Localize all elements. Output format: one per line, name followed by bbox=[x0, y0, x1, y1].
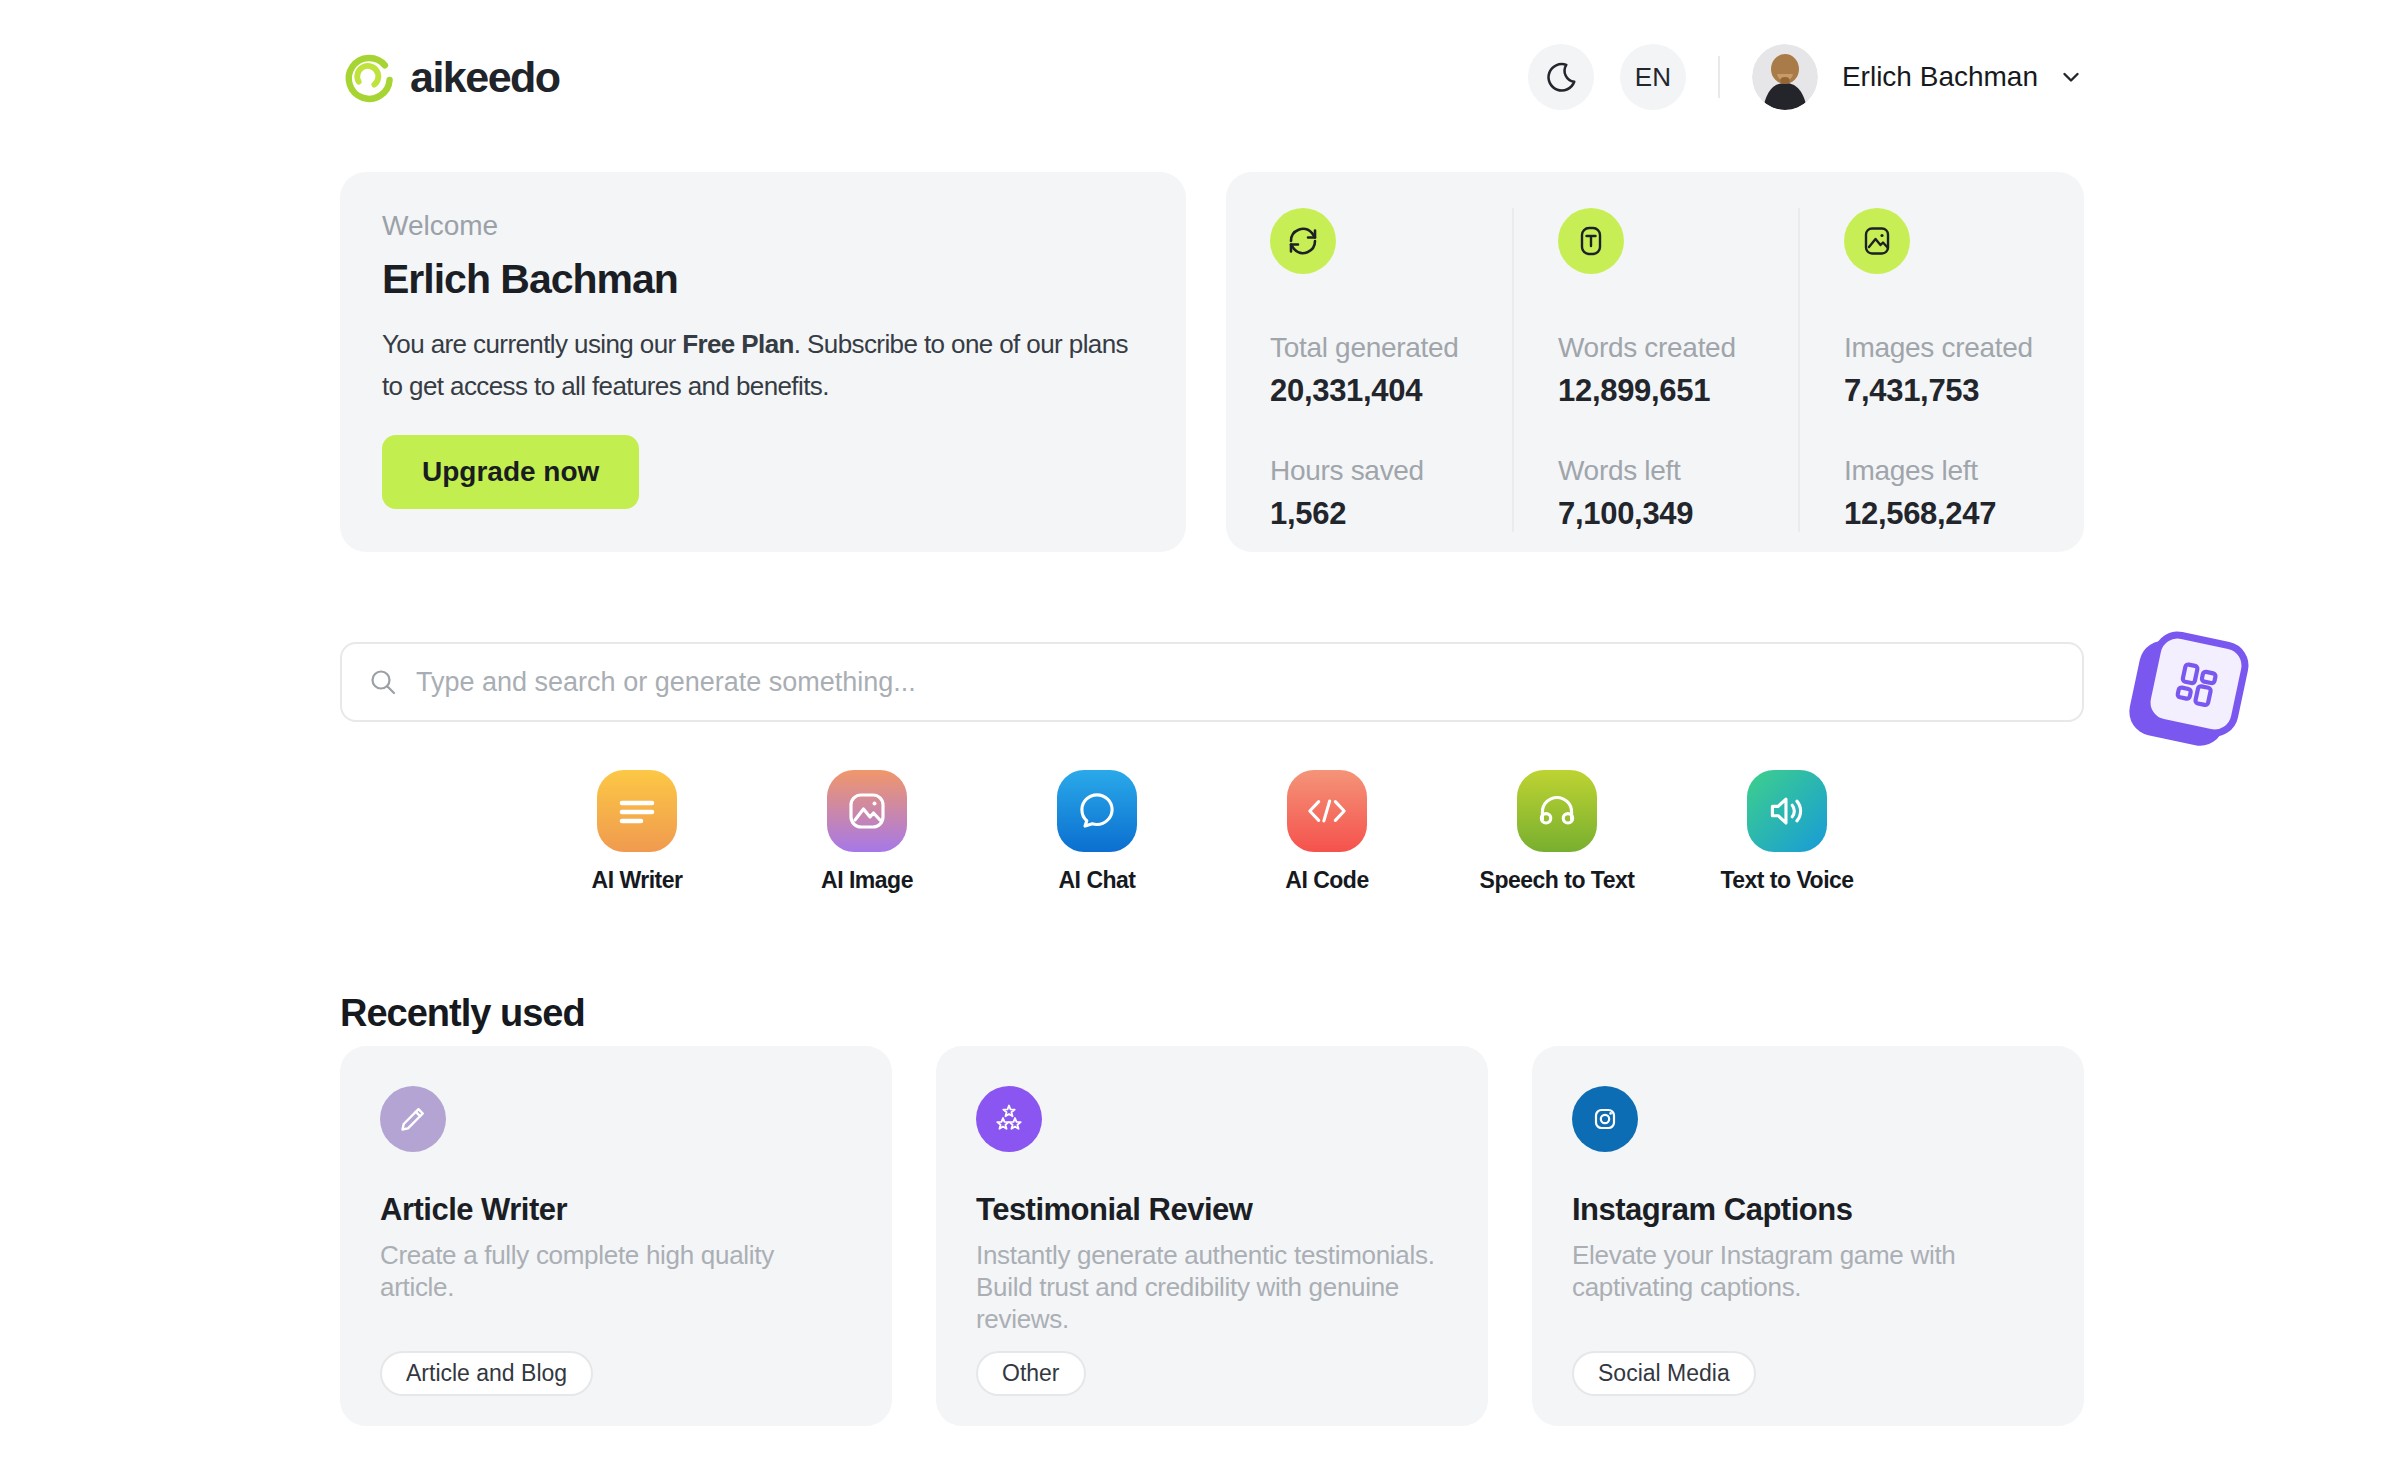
search-icon bbox=[368, 667, 398, 697]
language-button[interactable]: EN bbox=[1620, 44, 1686, 110]
tool-label: AI Code bbox=[1285, 867, 1368, 894]
chevron-down-icon bbox=[2058, 64, 2084, 90]
stat-value: 1,562 bbox=[1270, 496, 1512, 532]
logo[interactable]: aikeedo bbox=[340, 49, 560, 105]
welcome-user-name: Erlich Bachman bbox=[382, 256, 1144, 303]
search-bar bbox=[340, 642, 2084, 722]
plan-name: Free Plan bbox=[682, 329, 794, 359]
stats-card: Total generated 20,331,404 Hours saved 1… bbox=[1226, 172, 2084, 552]
stat-words: Words created 12,899,651 Words left 7,10… bbox=[1512, 208, 1798, 532]
tool-label: Text to Voice bbox=[1720, 867, 1853, 894]
main-content: Welcome Erlich Bachman You are currently… bbox=[340, 172, 2084, 1426]
text-icon bbox=[1558, 208, 1624, 274]
plan-text: You are currently using our Free Plan. S… bbox=[382, 323, 1144, 407]
welcome-greeting: Welcome bbox=[382, 210, 1144, 242]
card-description: Elevate your Instagram game with captiva… bbox=[1572, 1240, 2042, 1304]
stat-label: Words left bbox=[1558, 455, 1798, 487]
card-article-writer[interactable]: Article Writer Create a fully complete h… bbox=[340, 1046, 892, 1426]
card-title: Instagram Captions bbox=[1572, 1192, 2044, 1228]
user-name: Erlich Bachman bbox=[1842, 61, 2038, 93]
moon-icon bbox=[1543, 59, 1579, 95]
instagram-icon bbox=[1572, 1086, 1638, 1152]
user-menu[interactable]: Erlich Bachman bbox=[1752, 44, 2084, 110]
stat-label: Hours saved bbox=[1270, 455, 1512, 487]
stat-value: 20,331,404 bbox=[1270, 373, 1512, 409]
recent-cards: Article Writer Create a fully complete h… bbox=[340, 1046, 2084, 1426]
writer-icon bbox=[597, 770, 677, 852]
recently-used-title: Recently used bbox=[340, 994, 2084, 1032]
card-title: Article Writer bbox=[380, 1192, 852, 1228]
stat-label: Images created bbox=[1844, 332, 2084, 364]
headphones-icon bbox=[1517, 770, 1597, 852]
stat-label: Total generated bbox=[1270, 332, 1512, 364]
stat-label: Images left bbox=[1844, 455, 2084, 487]
top-bar: aikeedo EN bbox=[340, 42, 2084, 112]
upgrade-button[interactable]: Upgrade now bbox=[382, 435, 639, 509]
header-actions: EN Erlich Bachman bbox=[1528, 44, 2084, 110]
card-tag: Social Media bbox=[1572, 1351, 1756, 1396]
stat-value: 7,431,753 bbox=[1844, 373, 2084, 409]
stat-value: 12,568,247 bbox=[1844, 496, 2084, 532]
welcome-card: Welcome Erlich Bachman You are currently… bbox=[340, 172, 1186, 552]
search-section bbox=[340, 642, 2084, 722]
tool-label: Speech to Text bbox=[1480, 867, 1635, 894]
speaker-icon bbox=[1747, 770, 1827, 852]
chat-icon bbox=[1057, 770, 1137, 852]
avatar bbox=[1752, 44, 1818, 110]
apps-sticker[interactable] bbox=[2139, 627, 2253, 741]
card-description: Create a fully complete high quality art… bbox=[380, 1240, 850, 1304]
stat-label: Words created bbox=[1558, 332, 1798, 364]
card-title: Testimonial Review bbox=[976, 1192, 1448, 1228]
pencil-icon bbox=[380, 1086, 446, 1152]
card-instagram-captions[interactable]: Instagram Captions Elevate your Instagra… bbox=[1532, 1046, 2084, 1426]
header-divider bbox=[1718, 56, 1720, 98]
tool-label: AI Writer bbox=[592, 867, 683, 894]
tool-label: AI Image bbox=[821, 867, 913, 894]
card-tag: Article and Blog bbox=[380, 1351, 593, 1396]
tool-ai-writer[interactable]: AI Writer bbox=[522, 770, 752, 894]
search-input[interactable] bbox=[416, 667, 2056, 698]
stat-total-generated: Total generated 20,331,404 Hours saved 1… bbox=[1226, 208, 1512, 532]
card-tag: Other bbox=[976, 1351, 1086, 1396]
logo-icon bbox=[340, 49, 396, 105]
code-icon bbox=[1287, 770, 1367, 852]
stat-images: Images created 7,431,753 Images left 12,… bbox=[1798, 208, 2084, 532]
logo-text: aikeedo bbox=[410, 53, 560, 102]
card-testimonial-review[interactable]: Testimonial Review Instantly generate au… bbox=[936, 1046, 1488, 1426]
stat-value: 7,100,349 bbox=[1558, 496, 1798, 532]
tool-text-to-voice[interactable]: Text to Voice bbox=[1672, 770, 1902, 894]
tools-row: AI Writer AI Image AI Chat bbox=[340, 770, 2084, 894]
tool-ai-code[interactable]: AI Code bbox=[1212, 770, 1442, 894]
tool-label: AI Chat bbox=[1059, 867, 1136, 894]
tool-ai-image[interactable]: AI Image bbox=[752, 770, 982, 894]
card-description: Instantly generate authentic testimonial… bbox=[976, 1240, 1446, 1336]
stars-icon bbox=[976, 1086, 1042, 1152]
refresh-icon bbox=[1270, 208, 1336, 274]
tool-ai-chat[interactable]: AI Chat bbox=[982, 770, 1212, 894]
grid-icon bbox=[2163, 651, 2229, 717]
dark-mode-toggle[interactable] bbox=[1528, 44, 1594, 110]
image-icon bbox=[1844, 208, 1910, 274]
stat-value: 12,899,651 bbox=[1558, 373, 1798, 409]
tool-speech-to-text[interactable]: Speech to Text bbox=[1442, 770, 1672, 894]
image-icon bbox=[827, 770, 907, 852]
